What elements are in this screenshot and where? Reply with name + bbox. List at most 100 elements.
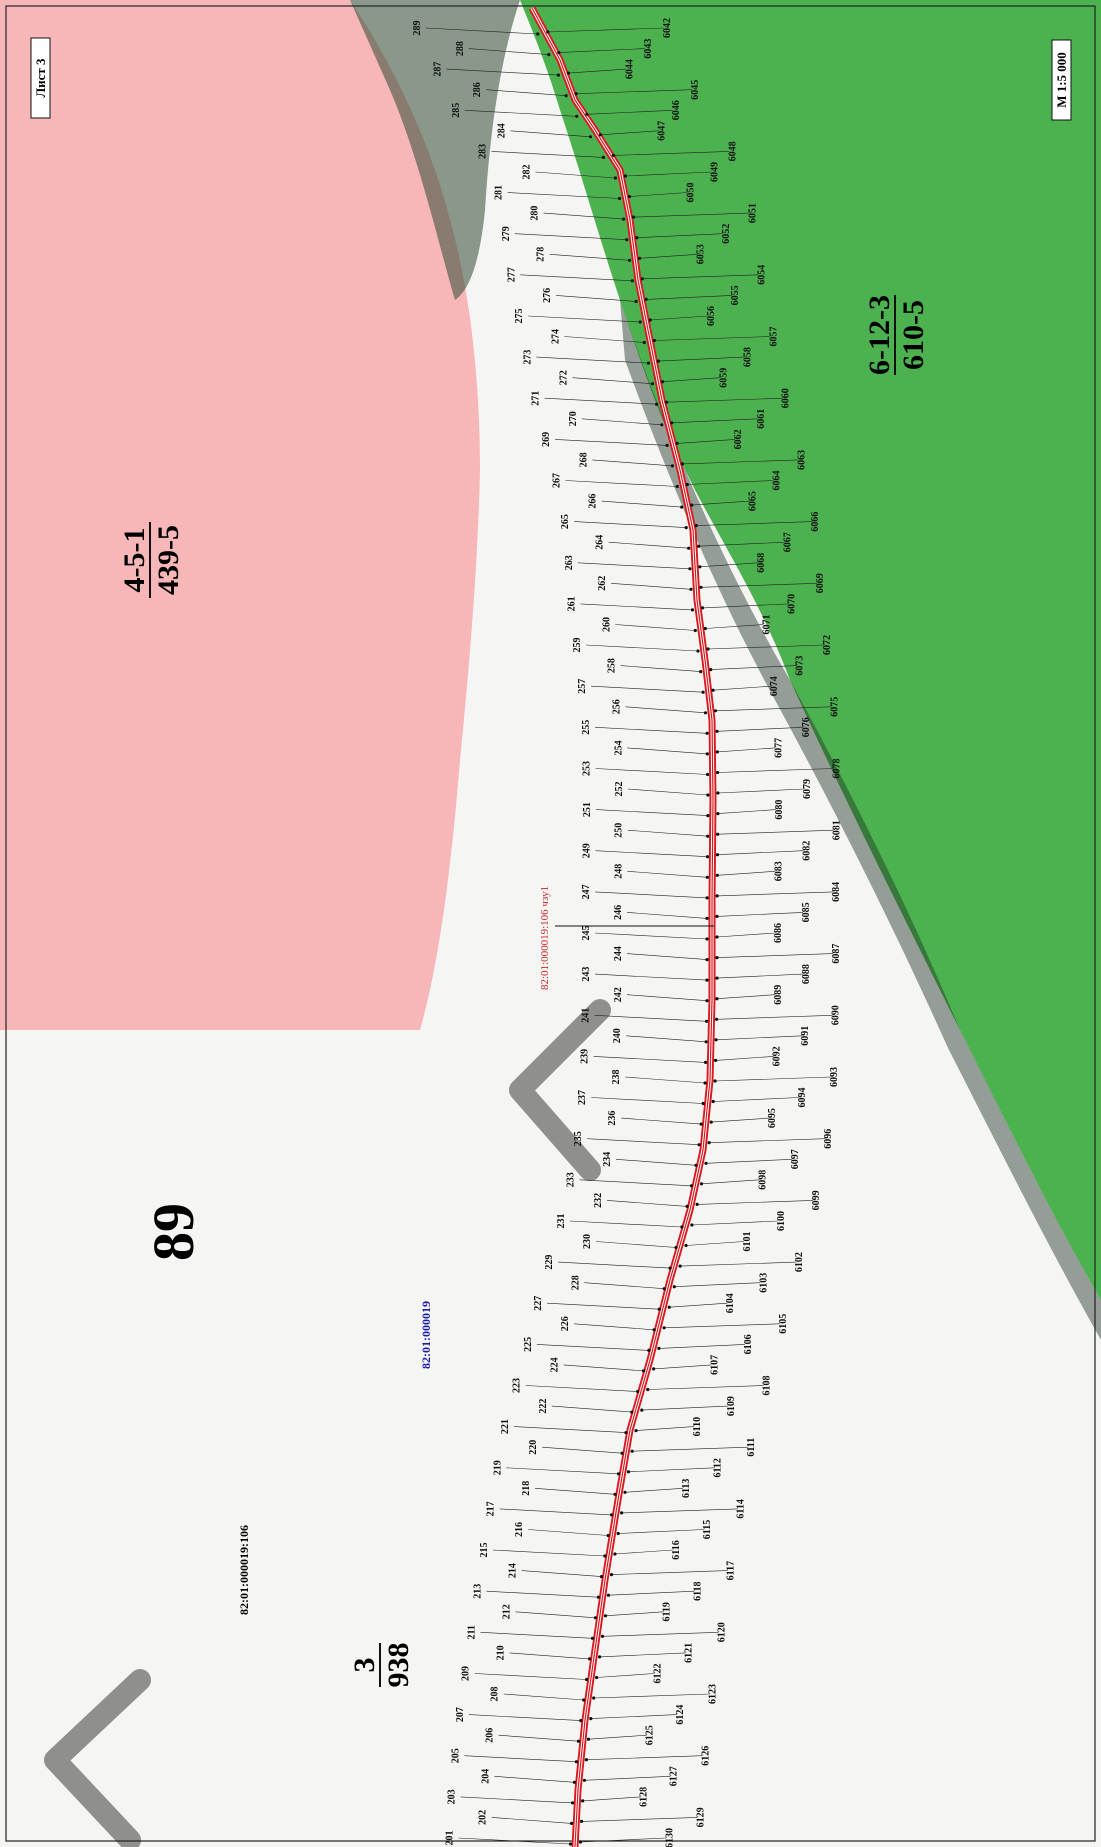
point-label-right: 6081 [832, 820, 843, 840]
leader-line [717, 809, 776, 814]
leader-line [700, 583, 818, 588]
route-vertex [576, 1739, 581, 1743]
point-label-left: 205 [450, 1748, 461, 1763]
leader-line [425, 27, 538, 35]
route-vertex [650, 382, 655, 386]
leader-line [588, 1734, 647, 1740]
leader-line [646, 295, 733, 300]
point-label-left: 244 [613, 946, 624, 961]
zone-sub: 938 [382, 1643, 415, 1688]
leader-line [701, 1179, 760, 1185]
point-label-left: 275 [514, 309, 525, 324]
leader-line [658, 356, 745, 362]
leader-line [611, 1570, 728, 1575]
leader-line [618, 1529, 705, 1534]
point-label-right: 6053 [696, 244, 707, 264]
route-vertex [625, 238, 629, 242]
leader-line [514, 233, 627, 240]
route-vertex [705, 855, 710, 859]
point-label-left: 266 [588, 494, 599, 509]
point-label-left: 229 [544, 1255, 555, 1270]
leader-line [641, 1405, 728, 1411]
point-label-left: 206 [485, 1728, 496, 1743]
point-label-right: 6088 [801, 964, 812, 984]
sheet-label: Лист 3 [33, 58, 48, 98]
route-vertex [713, 1079, 717, 1083]
leader-line [594, 973, 708, 981]
point-label-left: 224 [550, 1357, 561, 1372]
route-vertex [657, 1307, 661, 1311]
point-label-left: 219 [493, 1460, 504, 1475]
route-vertex [657, 1346, 661, 1350]
point-label-right: 6077 [773, 738, 784, 758]
route-vertex [711, 1099, 715, 1104]
leader-line [486, 89, 567, 96]
leader-line [464, 110, 577, 117]
leader-line [715, 706, 832, 712]
leader-line [581, 418, 662, 426]
route-vertex [697, 1143, 701, 1147]
point-label-left: 227 [533, 1296, 544, 1311]
leader-line [632, 1446, 749, 1452]
point-label-left: 246 [613, 905, 624, 920]
route-vertex [603, 1554, 607, 1558]
point-label-right: 6122 [653, 1664, 664, 1684]
scale-label: М 1:5 000 [1054, 52, 1069, 108]
route-vertex [640, 1408, 644, 1412]
point-label-right: 6080 [774, 800, 785, 820]
point-label-right: 6060 [781, 388, 792, 408]
leader-line [636, 233, 723, 238]
leader-line [595, 1241, 677, 1248]
sheet-frame [5, 5, 1096, 1842]
leader-line [585, 644, 699, 652]
point-label-left: 208 [490, 1687, 501, 1702]
route-vertex [707, 1141, 711, 1145]
route-vertex [590, 1636, 595, 1640]
route-vertex [701, 1101, 705, 1106]
zone-sub: 610-5 [897, 300, 930, 370]
leader-line [716, 953, 834, 958]
leader-line [498, 1734, 579, 1742]
point-label-left: 201 [445, 1831, 456, 1846]
leader-line [625, 706, 706, 714]
point-label-right: 6085 [801, 902, 812, 922]
route-vertex [698, 565, 702, 569]
route-vertex [616, 1472, 621, 1476]
leader-line [564, 336, 645, 343]
point-label-right: 6064 [771, 471, 782, 491]
route-vertex [694, 524, 698, 528]
leader-line [633, 212, 750, 218]
point-label-left: 264 [595, 535, 606, 550]
leader-line [586, 110, 673, 115]
point-label-right: 6065 [748, 491, 759, 511]
point-label-right: 6102 [794, 1252, 805, 1272]
route-vertex [715, 873, 719, 877]
point-label-right: 6049 [709, 162, 720, 182]
leader-line [608, 1590, 695, 1596]
point-label-left: 282 [521, 165, 532, 180]
point-label-right: 6117 [726, 1561, 737, 1580]
leader-line [595, 850, 708, 857]
leader-line [521, 1570, 602, 1577]
route-vertex [610, 1513, 614, 1517]
leader-line [626, 1035, 707, 1043]
point-label-right: 6047 [657, 121, 668, 141]
route-vertex [704, 1060, 708, 1064]
point-label-left: 216 [514, 1522, 525, 1537]
point-label-right: 6094 [797, 1088, 808, 1108]
road-chevron-icon [44, 1669, 151, 1847]
point-label-right: 6079 [802, 779, 813, 799]
point-label-right: 6082 [802, 841, 813, 861]
point-label-right: 6099 [811, 1190, 822, 1210]
zone-edge-shadow [620, 300, 1101, 1340]
route-vertex [715, 976, 719, 980]
leader-lines [425, 27, 834, 1845]
route-vertex [690, 608, 695, 612]
route-vertex [689, 1184, 694, 1188]
route-vertex [705, 958, 709, 962]
leader-line [713, 1097, 800, 1102]
point-label-right: 6098 [758, 1170, 769, 1190]
route-vertex [536, 32, 540, 36]
route-vertex [613, 1552, 617, 1556]
